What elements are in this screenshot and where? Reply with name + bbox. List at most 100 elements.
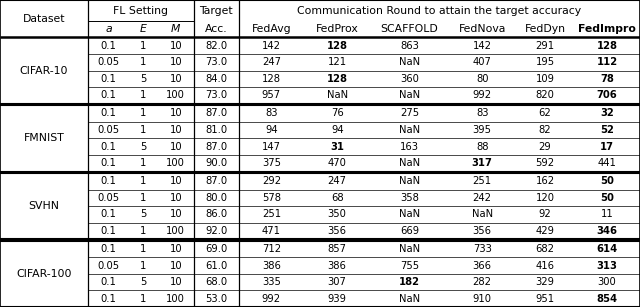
Text: 61.0: 61.0 [205,261,227,270]
Text: 128: 128 [262,74,281,84]
Text: 10: 10 [170,209,182,220]
Text: 5: 5 [140,209,147,220]
Text: 195: 195 [536,57,555,67]
Text: 307: 307 [328,277,347,287]
Text: 0.1: 0.1 [101,108,116,119]
Text: NaN: NaN [399,91,420,100]
Text: 0.1: 0.1 [101,209,116,220]
Text: 128: 128 [326,41,348,51]
Text: CIFAR-10: CIFAR-10 [20,66,68,76]
Text: 53.0: 53.0 [205,294,227,304]
Text: 350: 350 [328,209,347,220]
Text: Target: Target [199,6,233,16]
Text: 0.05: 0.05 [98,125,120,135]
Text: 10: 10 [170,261,182,270]
Text: 712: 712 [262,244,281,254]
Text: 939: 939 [328,294,347,304]
Text: 10: 10 [170,244,182,254]
Text: 52: 52 [600,125,614,135]
Text: 100: 100 [166,226,185,236]
Text: 992: 992 [473,91,492,100]
Text: 121: 121 [328,57,347,67]
Text: 100: 100 [166,294,185,304]
Text: 80.0: 80.0 [205,193,227,203]
Text: NaN: NaN [399,209,420,220]
Text: CIFAR-100: CIFAR-100 [17,269,72,279]
Text: 0.1: 0.1 [101,158,116,168]
Text: 128: 128 [326,74,348,84]
Text: NaN: NaN [326,91,348,100]
Text: 386: 386 [328,261,347,270]
Text: 0.1: 0.1 [101,91,116,100]
Text: 94: 94 [331,125,344,135]
Text: 470: 470 [328,158,347,168]
Text: 346: 346 [596,226,618,236]
Text: NaN: NaN [399,158,420,168]
Text: 10: 10 [170,277,182,287]
Text: 92: 92 [539,209,552,220]
Text: 11: 11 [601,209,614,220]
Text: 471: 471 [262,226,281,236]
Text: 92.0: 92.0 [205,226,227,236]
Text: FedAvg: FedAvg [252,24,291,34]
Text: 73.0: 73.0 [205,57,227,67]
Text: 755: 755 [400,261,419,270]
Text: 857: 857 [328,244,347,254]
Text: 416: 416 [536,261,554,270]
Text: 80: 80 [476,74,488,84]
Text: Dataset: Dataset [23,14,65,24]
Text: 358: 358 [400,193,419,203]
Text: 78: 78 [600,74,614,84]
Text: 87.0: 87.0 [205,142,227,152]
Text: 82.0: 82.0 [205,41,227,51]
Text: 50: 50 [600,176,614,186]
Text: FedImpro: FedImpro [578,24,636,34]
Text: 1: 1 [140,57,147,67]
Text: 88: 88 [476,142,488,152]
Text: NaN: NaN [399,244,420,254]
Text: 329: 329 [536,277,554,287]
Text: 1: 1 [140,261,147,270]
Text: NaN: NaN [399,294,420,304]
Text: 251: 251 [262,209,281,220]
Text: 247: 247 [328,176,347,186]
Text: 356: 356 [473,226,492,236]
Text: 62: 62 [539,108,552,119]
Text: 68.0: 68.0 [205,277,227,287]
Text: 10: 10 [170,108,182,119]
Text: 356: 356 [328,226,347,236]
Text: 1: 1 [140,244,147,254]
Text: 360: 360 [400,74,419,84]
Text: 87.0: 87.0 [205,176,227,186]
Text: 251: 251 [473,176,492,186]
Text: 10: 10 [170,125,182,135]
Text: 32: 32 [600,108,614,119]
Text: 992: 992 [262,294,281,304]
Text: 1: 1 [140,193,147,203]
Text: NaN: NaN [399,176,420,186]
Text: a: a [106,24,112,34]
Text: FMNIST: FMNIST [24,133,65,143]
Text: 366: 366 [473,261,492,270]
Text: 81.0: 81.0 [205,125,227,135]
Text: 83: 83 [476,108,488,119]
Text: 0.05: 0.05 [98,193,120,203]
Text: 578: 578 [262,193,281,203]
Text: 910: 910 [473,294,492,304]
Text: 5: 5 [140,277,147,287]
Text: 0.1: 0.1 [101,41,116,51]
Text: 0.1: 0.1 [101,226,116,236]
Text: 68: 68 [331,193,344,203]
Text: M: M [171,24,180,34]
Text: 441: 441 [598,158,616,168]
Text: 112: 112 [596,57,618,67]
Text: 10: 10 [170,41,182,51]
Text: 429: 429 [536,226,554,236]
Text: 87.0: 87.0 [205,108,227,119]
Text: 854: 854 [596,294,618,304]
Text: SVHN: SVHN [29,201,60,211]
Text: 614: 614 [596,244,618,254]
Text: 100: 100 [166,158,185,168]
Text: 76: 76 [331,108,344,119]
Text: 1: 1 [140,91,147,100]
